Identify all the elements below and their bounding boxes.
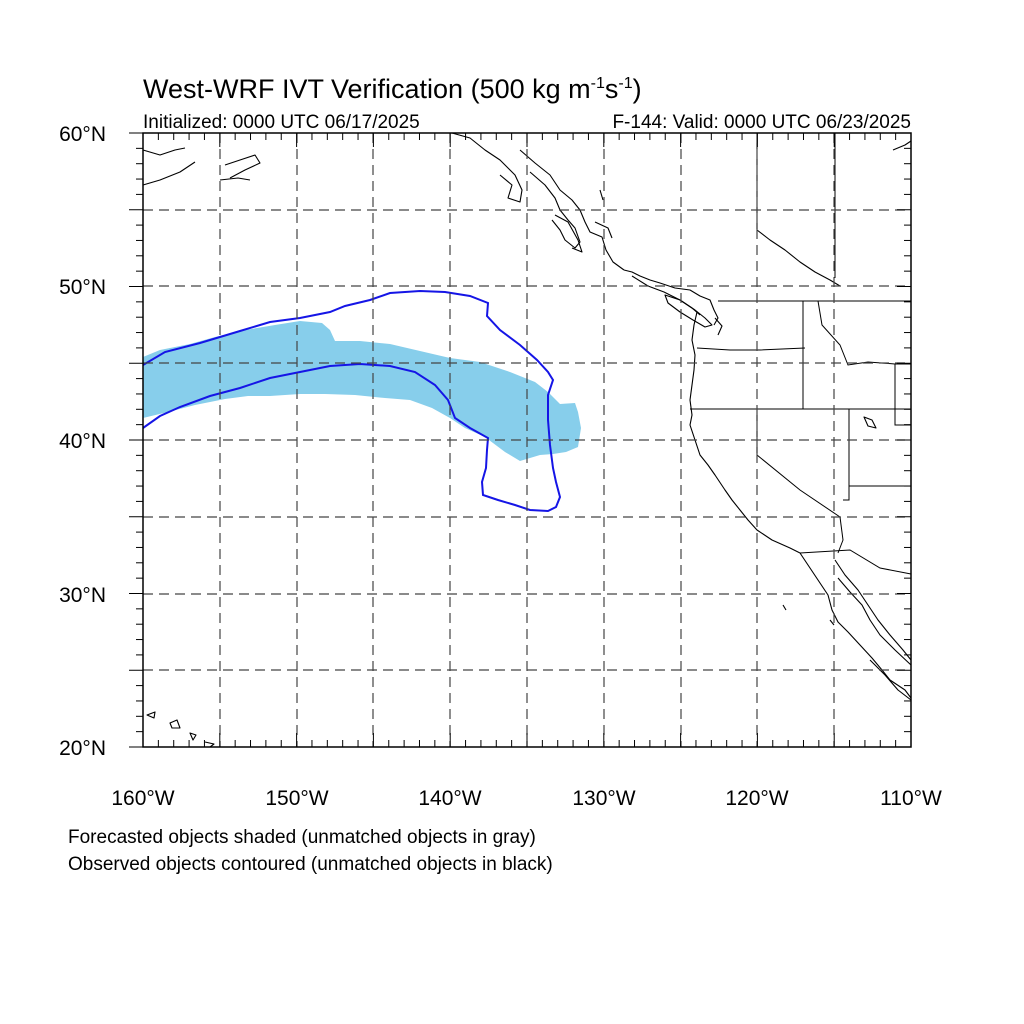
lat-label-50n: 50°N xyxy=(59,276,106,299)
axis-ticks xyxy=(129,132,912,748)
valid-time-label: F-144: Valid: 0000 UTC 06/23/2025 xyxy=(612,112,911,133)
lat-label-40n: 40°N xyxy=(59,430,106,453)
forecast-note: Forecasted objects shaded (unmatched obj… xyxy=(68,827,536,848)
lon-label-150w: 150°W xyxy=(265,787,328,810)
init-time-label: Initialized: 0000 UTC 06/17/2025 xyxy=(143,112,420,133)
lat-label-60n: 60°N xyxy=(59,123,106,146)
lat-label-30n: 30°N xyxy=(59,584,106,607)
lat-axis-labels: 60°N 50°N 40°N 30°N 20°N xyxy=(59,123,106,760)
graticule xyxy=(143,133,911,747)
lon-label-160w: 160°W xyxy=(111,787,174,810)
lon-label-120w: 120°W xyxy=(725,787,788,810)
lon-axis-labels: 160°W 150°W 140°W 130°W 120°W 110°W xyxy=(111,787,942,810)
observed-ivt-contour xyxy=(142,289,562,513)
map-panel xyxy=(129,132,912,748)
coastlines xyxy=(142,132,912,748)
lon-label-140w: 140°W xyxy=(418,787,481,810)
observed-note: Observed objects contoured (unmatched ob… xyxy=(68,854,553,875)
lon-label-110w: 110°W xyxy=(880,787,942,810)
lon-label-130w: 130°W xyxy=(572,787,635,810)
map-title: West-WRF IVT Verification (500 kg m-1s-1… xyxy=(143,74,642,104)
lat-label-20n: 20°N xyxy=(59,737,106,760)
forecast-ivt-object xyxy=(143,321,581,461)
